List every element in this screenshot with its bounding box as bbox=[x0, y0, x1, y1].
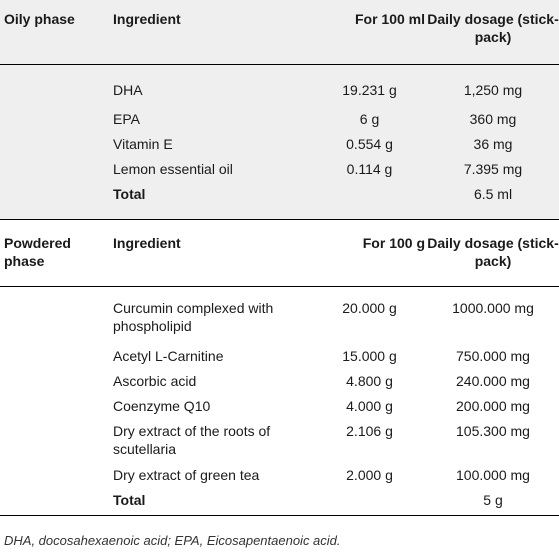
amount-cell: 15.000 g bbox=[342, 348, 397, 364]
table-row: EPA 6 g 360 mg bbox=[0, 106, 559, 131]
daily-cell: 105.300 mg bbox=[456, 423, 530, 439]
table-row: Coenzyme Q10 4.000 g 200.000 mg bbox=[0, 393, 559, 418]
amount-cell: 20.000 g bbox=[342, 299, 397, 316]
table-row: Dry extract of the roots of scutellaria … bbox=[0, 418, 559, 462]
amount-cell: 6 g bbox=[359, 111, 380, 127]
ingredient-cell: Lemon essential oil bbox=[113, 161, 233, 177]
daily-cell: 1000.000 mg bbox=[452, 299, 534, 316]
amount-cell: 19.231 g bbox=[342, 81, 397, 98]
powdered-daily-header: Daily dosage (stick-pack) bbox=[427, 234, 559, 269]
oily-total-row: Total 6.5 ml bbox=[0, 181, 559, 219]
powdered-phase-label: Powdered phase bbox=[4, 234, 71, 269]
amount-cell: 4.800 g bbox=[346, 373, 393, 389]
powdered-total-row: Total 5 g bbox=[0, 487, 559, 515]
daily-cell: 1,250 mg bbox=[463, 81, 523, 98]
ingredient-cell: Acetyl L-Carnitine bbox=[113, 348, 224, 364]
table-row: Curcumin complexed with phospholipid 20.… bbox=[0, 286, 559, 343]
daily-cell: 7.395 mg bbox=[463, 161, 523, 177]
daily-cell: 36 mg bbox=[473, 136, 513, 152]
powdered-ingredient-header: Ingredient bbox=[113, 234, 181, 251]
oily-phase-label: Oily phase bbox=[4, 11, 75, 27]
table-row: Ascorbic acid 4.800 g 240.000 mg bbox=[0, 368, 559, 393]
table-row: Lemon essential oil 0.114 g 7.395 mg bbox=[0, 156, 559, 181]
amount-cell: 0.554 g bbox=[346, 136, 393, 152]
daily-cell: 240.000 mg bbox=[456, 373, 530, 389]
daily-cell: 100.000 mg bbox=[456, 467, 530, 483]
oily-ingredient-header: Ingredient bbox=[113, 11, 181, 27]
table-row: Vitamin E 0.554 g 36 mg bbox=[0, 131, 559, 156]
daily-cell: 360 mg bbox=[469, 111, 517, 127]
daily-cell: 750.000 mg bbox=[456, 348, 530, 364]
ingredient-cell: Coenzyme Q10 bbox=[113, 398, 211, 414]
ingredient-cell: DHA bbox=[113, 81, 143, 98]
oily-daily-header: Daily dosage (stick-pack) bbox=[427, 11, 559, 45]
ingredient-cell: Vitamin E bbox=[113, 136, 173, 152]
amount-cell: 2.106 g bbox=[346, 423, 393, 439]
ingredient-cell: Ascorbic acid bbox=[113, 373, 197, 389]
table-row: DHA 19.231 g 1,250 mg bbox=[0, 64, 559, 106]
powdered-amount-header: For 100 g bbox=[362, 234, 425, 251]
amount-cell: 0.114 g bbox=[346, 161, 393, 177]
total-value: 5 g bbox=[483, 492, 503, 508]
ingredient-cell: Dry extract of green tea bbox=[113, 467, 260, 483]
oily-amount-header: For 100 ml bbox=[354, 11, 425, 27]
ingredient-cell: Curcumin complexed with phospholipid bbox=[113, 299, 274, 334]
ingredient-cell: Dry extract of the roots of scutellaria bbox=[113, 423, 271, 457]
powdered-header-row: Powdered phase Ingredient For 100 g Dail… bbox=[0, 219, 559, 286]
ingredients-table: Oily phase Ingredient For 100 ml Daily d… bbox=[0, 0, 559, 515]
amount-cell: 2.000 g bbox=[346, 467, 393, 483]
table-row: Dry extract of green tea 2.000 g 100.000… bbox=[0, 462, 559, 487]
amount-cell: 4.000 g bbox=[346, 398, 393, 414]
total-label: Total bbox=[113, 492, 146, 508]
oily-header-row: Oily phase Ingredient For 100 ml Daily d… bbox=[0, 0, 559, 64]
total-label: Total bbox=[113, 186, 146, 202]
table-footnote: DHA, docosahexaenoic acid; EPA, Eicosape… bbox=[4, 533, 341, 548]
total-value: 6.5 ml bbox=[473, 186, 513, 202]
daily-cell: 200.000 mg bbox=[456, 398, 530, 414]
ingredient-cell: EPA bbox=[113, 111, 140, 127]
table-row: Acetyl L-Carnitine 15.000 g 750.000 mg bbox=[0, 343, 559, 368]
